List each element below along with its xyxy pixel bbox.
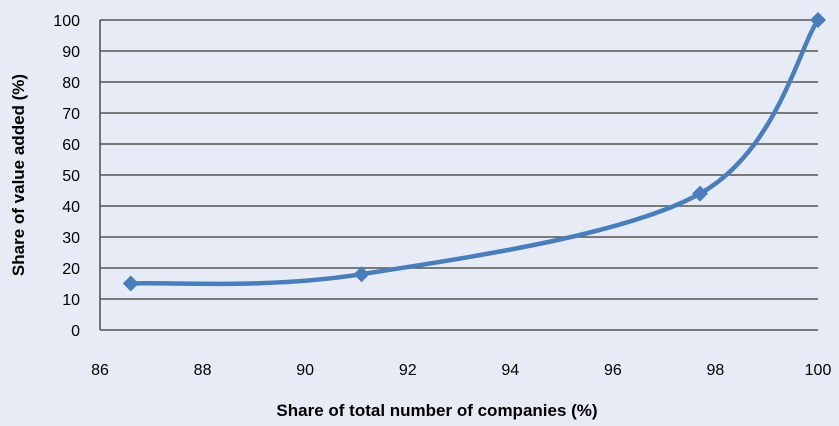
y-tick-label: 100 (53, 13, 80, 30)
data-point-marker (810, 12, 826, 28)
y-tick-label: 20 (62, 261, 80, 278)
axes (99, 20, 818, 331)
y-tick-label: 40 (62, 199, 80, 216)
x-tick-labels: 86 88 90 92 94 96 98 100 (91, 362, 831, 379)
x-tick-label: 94 (501, 362, 519, 379)
x-tick-label: 92 (399, 362, 417, 379)
y-tick-label: 0 (71, 323, 80, 340)
y-tick-labels: 0 10 20 30 40 50 60 70 80 90 100 (53, 13, 80, 340)
series-line (128, 17, 821, 287)
data-point-marker (122, 275, 139, 292)
y-tick-label: 50 (62, 168, 80, 185)
x-tick-label: 86 (91, 362, 109, 379)
grid-lines (100, 19, 818, 300)
x-tick-label: 88 (194, 362, 212, 379)
series-group (128, 17, 821, 287)
y-tick-label: 10 (62, 292, 80, 309)
y-tick-label: 70 (62, 106, 80, 123)
data-point-marker (353, 266, 370, 283)
markers-group (122, 12, 826, 292)
x-tick-label: 98 (707, 362, 725, 379)
y-tick-label: 80 (62, 75, 80, 92)
x-tick-label: 100 (805, 362, 832, 379)
y-tick-label: 30 (62, 230, 80, 247)
data-point-marker (692, 185, 709, 202)
y-axis-title: Share of value added (%) (9, 74, 28, 276)
x-axis-title: Share of total number of companies (%) (276, 401, 597, 420)
x-tick-label: 96 (604, 362, 622, 379)
y-tick-label: 90 (62, 44, 80, 61)
y-tick-label: 60 (62, 137, 80, 154)
x-tick-label: 90 (296, 362, 314, 379)
